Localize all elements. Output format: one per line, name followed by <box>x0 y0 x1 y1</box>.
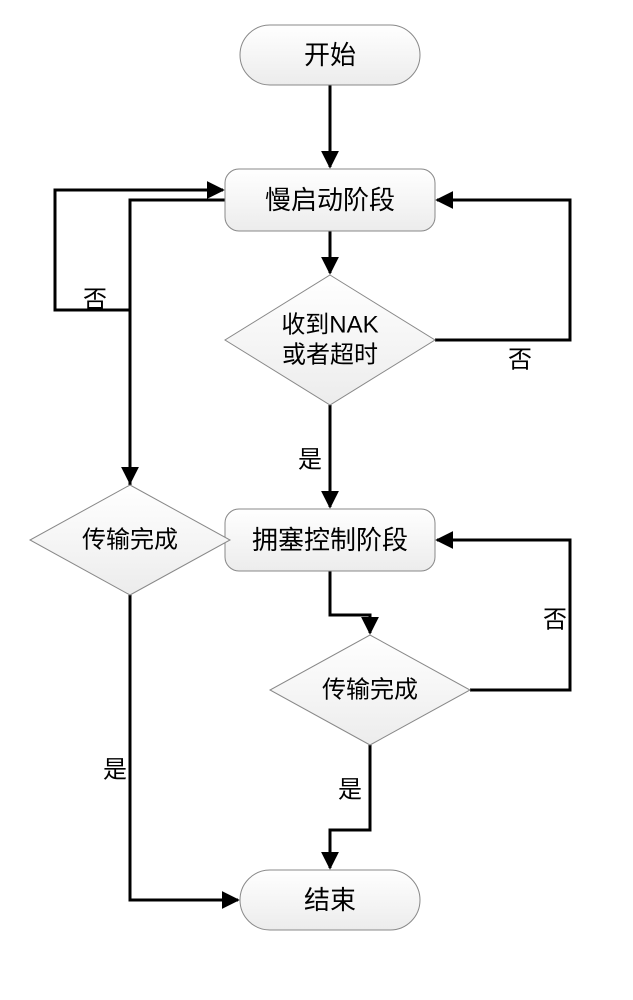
node-end-label: 结束 <box>304 885 356 915</box>
label-nak-yes: 是 <box>298 447 322 474</box>
edge-nak-no <box>435 200 570 340</box>
node-done2-label: 传输完成 <box>322 677 418 704</box>
node-done1-label: 传输完成 <box>82 527 178 554</box>
node-nak-label1: 收到NAK <box>281 312 378 339</box>
flowchart-canvas: 是 是 否 否 否 是 开始 慢启动阶段 收到NAK 或者超时 拥塞控制阶段 传… <box>0 0 633 1000</box>
label-done2-no: 否 <box>543 607 567 634</box>
node-slow-label: 慢启动阶段 <box>265 185 395 215</box>
node-cong-label: 拥塞控制阶段 <box>252 525 408 555</box>
label-nak-no: 否 <box>508 347 532 374</box>
node-start-label: 开始 <box>304 40 356 70</box>
edge-done1-no <box>55 190 223 485</box>
node-nak <box>225 275 435 405</box>
label-done2-yes: 是 <box>338 777 362 804</box>
edge-cong-done2 <box>330 571 370 633</box>
node-nak-label2: 或者超时 <box>282 342 378 369</box>
edge-slow-done1 <box>130 200 225 483</box>
edge-done1-end <box>130 595 238 900</box>
label-done1-no: 否 <box>83 287 107 314</box>
label-done1-yes: 是 <box>103 757 127 784</box>
edge-done2-end <box>330 745 370 868</box>
